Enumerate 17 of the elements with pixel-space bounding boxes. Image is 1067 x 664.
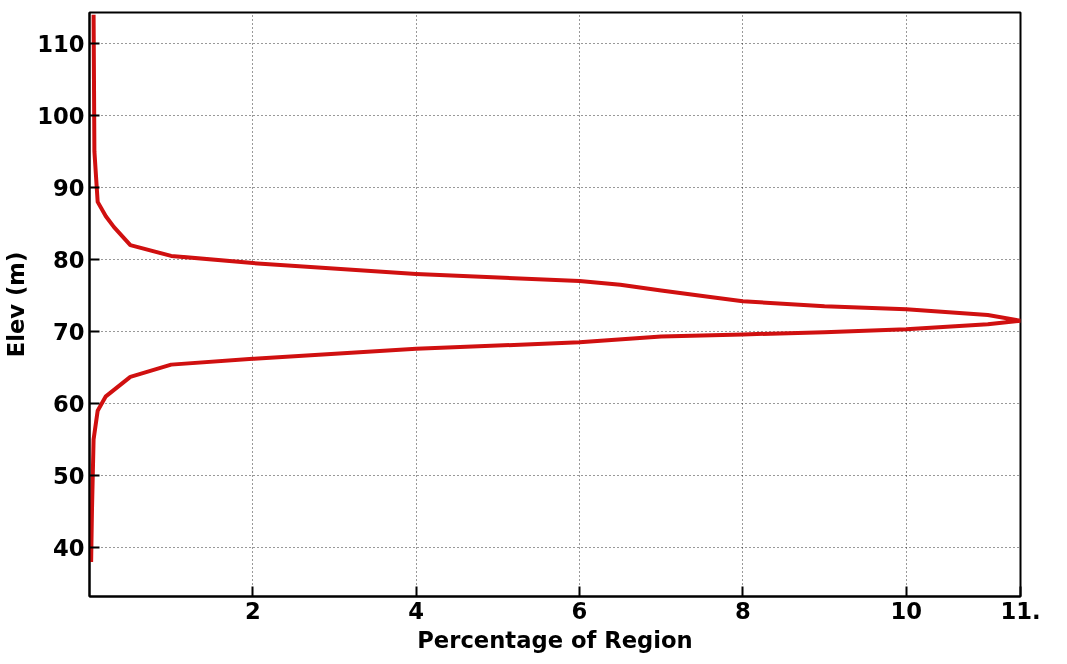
y-tick-label: 70 (52, 319, 85, 345)
y-tick-label: 90 (52, 174, 85, 201)
y-tick-label: 110 (37, 30, 85, 57)
y-tick-label: 80 (52, 246, 85, 273)
x-tick-label: 10 (890, 597, 922, 624)
x-tick-label: 4 (408, 597, 425, 624)
y-tick-label: 40 (52, 535, 85, 562)
y-axis-title: Elev (m) (3, 251, 30, 358)
x-tick-label: 11. (1000, 597, 1041, 624)
line-series (89, 12, 1021, 564)
x-tick-label: 2 (244, 597, 261, 624)
x-tick-label: 6 (571, 597, 588, 624)
x-tick-label: 8 (734, 597, 751, 624)
y-tick-label: 60 (52, 391, 85, 418)
y-tick-label: 100 (37, 102, 85, 129)
x-axis-title: Percentage of Region (417, 626, 693, 653)
y-tick-label: 50 (52, 463, 85, 490)
